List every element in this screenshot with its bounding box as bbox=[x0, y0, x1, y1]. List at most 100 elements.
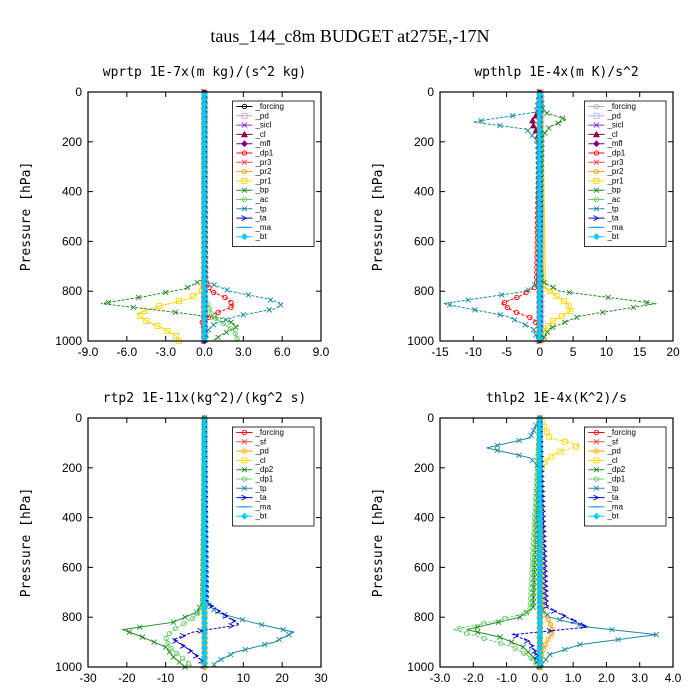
y-tick-label: 400 bbox=[414, 185, 434, 199]
x-tick-label: 0.0 bbox=[196, 345, 213, 359]
data-point bbox=[176, 298, 182, 305]
legend-label: _cl bbox=[254, 130, 265, 139]
legend-marker bbox=[593, 122, 600, 128]
data-point bbox=[542, 588, 549, 594]
x-tick-label: -10 bbox=[465, 345, 483, 359]
legend-marker bbox=[593, 215, 600, 222]
data-point bbox=[184, 284, 191, 291]
data-point bbox=[194, 279, 201, 286]
data-point bbox=[151, 639, 157, 645]
y-tick-label: 400 bbox=[62, 511, 82, 525]
data-point bbox=[280, 626, 286, 633]
data-point bbox=[240, 312, 247, 318]
data-point bbox=[163, 635, 169, 642]
x-tick-label: -10 bbox=[157, 671, 175, 685]
data-point bbox=[232, 330, 238, 337]
data-point bbox=[181, 620, 187, 627]
data-point bbox=[543, 598, 550, 604]
series-ta bbox=[511, 417, 589, 669]
legend-label: _cl bbox=[606, 456, 617, 465]
x-tick-label: -6.0 bbox=[116, 345, 137, 359]
legend-label: _pd bbox=[254, 447, 268, 456]
legend-label: _bt bbox=[254, 232, 267, 241]
data-point bbox=[276, 636, 283, 643]
y-tick-label: 1000 bbox=[407, 660, 434, 674]
data-point bbox=[531, 526, 537, 532]
legend-marker bbox=[241, 438, 248, 445]
data-point bbox=[542, 641, 549, 648]
data-point bbox=[530, 546, 536, 552]
data-point bbox=[497, 312, 504, 318]
chart-panel-1: wprtp 1E-7x(m kg)/(s^2 kg) Pressure [hPa]… bbox=[19, 65, 330, 359]
data-point bbox=[544, 611, 551, 618]
x-tick-label: 3.0 bbox=[631, 671, 648, 685]
data-point bbox=[277, 302, 284, 308]
legend-label: _sicl bbox=[254, 121, 271, 130]
data-point bbox=[529, 132, 536, 139]
data-point bbox=[550, 324, 556, 331]
data-point bbox=[605, 294, 611, 301]
data-point bbox=[545, 636, 551, 643]
data-point bbox=[130, 304, 137, 311]
legend-marker bbox=[593, 233, 600, 241]
data-point bbox=[529, 457, 536, 464]
legend-label: _forcing bbox=[254, 428, 283, 437]
x-tick-label: -3.0 bbox=[430, 671, 451, 685]
data-point bbox=[512, 632, 520, 639]
data-point bbox=[187, 647, 194, 654]
y-tick-label: 600 bbox=[62, 234, 82, 248]
data-point bbox=[472, 307, 478, 313]
data-point bbox=[286, 631, 292, 638]
data-point bbox=[545, 617, 551, 623]
data-point bbox=[543, 656, 549, 663]
x-tick-label: 2.0 bbox=[598, 671, 615, 685]
data-point bbox=[545, 323, 552, 330]
legend-label: _tp bbox=[254, 484, 267, 493]
data-point bbox=[555, 120, 561, 126]
y-tick-label: 1000 bbox=[55, 660, 82, 674]
data-point bbox=[172, 637, 179, 644]
legend-marker bbox=[593, 177, 600, 184]
legend-marker bbox=[593, 159, 600, 166]
data-point bbox=[531, 531, 537, 537]
data-point bbox=[176, 659, 183, 665]
x-tick-label: 20 bbox=[275, 671, 289, 685]
data-point bbox=[179, 632, 187, 639]
chart-panel-4: thlp2 1E-4x(K^2)/s Pressure [hPa] -3.0 -2.0… bbox=[371, 391, 682, 685]
plot-frame bbox=[87, 91, 322, 342]
data-point bbox=[525, 649, 532, 655]
y-tick-label: 0 bbox=[75, 85, 82, 99]
y-tick-label: 400 bbox=[62, 185, 82, 199]
legend-label: _tp bbox=[606, 204, 619, 213]
series-line bbox=[500, 91, 541, 341]
legend-label: _bt bbox=[606, 232, 619, 241]
data-point bbox=[542, 593, 550, 599]
data-point bbox=[232, 324, 239, 331]
data-point bbox=[193, 609, 200, 616]
data-point bbox=[548, 622, 554, 628]
series-bt bbox=[536, 91, 544, 342]
data-point bbox=[561, 298, 567, 305]
data-point bbox=[267, 297, 274, 303]
legend-marker bbox=[241, 448, 248, 454]
legend-marker bbox=[592, 130, 600, 138]
data-point bbox=[615, 636, 621, 643]
x-tick-label: 3.0 bbox=[235, 345, 252, 359]
y-tick-label: 1000 bbox=[55, 334, 82, 348]
data-point bbox=[508, 639, 515, 645]
data-point bbox=[541, 543, 548, 550]
data-point bbox=[560, 613, 567, 619]
series-tp bbox=[443, 91, 543, 343]
y-tick-label: 0 bbox=[427, 411, 434, 425]
data-point bbox=[599, 309, 606, 316]
data-point bbox=[509, 112, 516, 119]
legend-label: _pd bbox=[254, 111, 268, 120]
data-point bbox=[530, 551, 536, 557]
chart-title: thlp2 1E-4x(K^2)/s bbox=[486, 391, 627, 406]
chart-title: wpthlp 1E-4x(m K)/s^2 bbox=[474, 65, 638, 80]
data-point bbox=[609, 626, 615, 633]
legend-label: _dp1 bbox=[606, 475, 625, 484]
data-point bbox=[156, 303, 163, 310]
legend-label: _sf bbox=[254, 437, 266, 446]
y-tick-label: 1000 bbox=[407, 334, 434, 348]
